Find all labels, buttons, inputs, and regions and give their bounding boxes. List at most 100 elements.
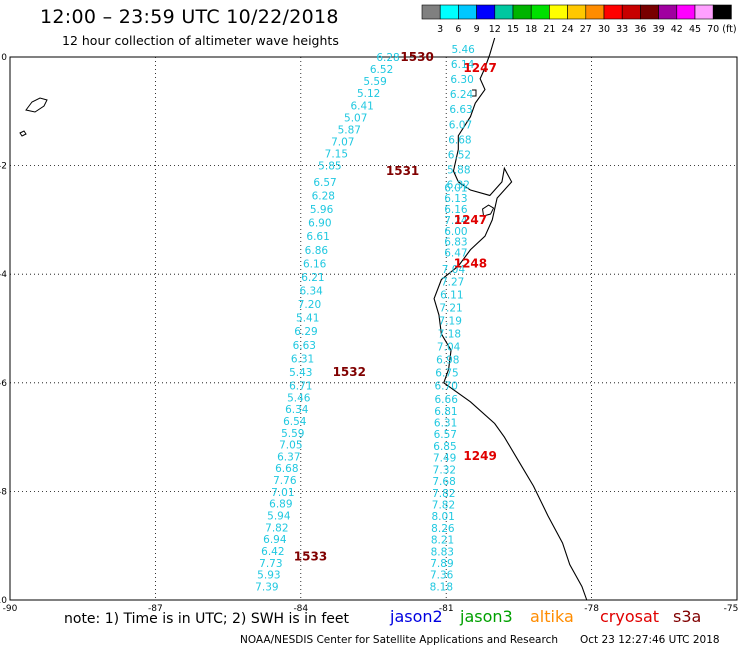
coastline	[433, 37, 588, 601]
swh-value: 7.15	[325, 149, 348, 161]
colorbar-label: 15	[507, 24, 519, 35]
swh-value: 5.59	[281, 428, 304, 440]
colorbar-label: 24	[562, 24, 574, 35]
swh-value: 6.13	[444, 193, 467, 205]
swh-value: 5.87	[338, 124, 361, 136]
colorbar-swatch	[494, 4, 514, 20]
swh-value: 7.18	[438, 329, 461, 341]
swh-value: 6.52	[370, 64, 393, 76]
swh-value: 6.81	[434, 406, 457, 418]
swh-value: 6.57	[313, 177, 336, 189]
swh-value: 7.82	[432, 488, 455, 500]
swh-value: 5.59	[363, 76, 386, 88]
swh-value: 5.94	[267, 511, 291, 523]
swh-value: 6.37	[277, 451, 300, 463]
colorbar-swatch	[439, 4, 459, 20]
colorbar-label: 70	[707, 24, 719, 35]
swh-value: 6.28	[312, 190, 335, 202]
colorbar-label: 33	[616, 24, 628, 35]
colorbar-label: 21	[543, 24, 555, 35]
swh-value: 5.46	[287, 392, 311, 404]
legend-jason2: jason2	[390, 607, 443, 626]
swh-value: 6.61	[306, 231, 329, 243]
colorbar-swatch	[567, 4, 587, 20]
colorbar-swatch	[476, 4, 496, 20]
colorbar-swatch	[458, 4, 477, 20]
swh-value: 8.26	[431, 523, 455, 535]
footer-note: note: 1) Time is in UTC; 2) SWH is in fe…	[64, 611, 350, 627]
legend-cryosat: cryosat	[600, 607, 660, 626]
x-tick-label: -87	[148, 604, 163, 614]
swh-value: 7.39	[255, 581, 278, 593]
island-puna	[482, 204, 495, 217]
pass-time-label: 1532	[333, 365, 366, 379]
x-tick-label: -84	[293, 604, 308, 614]
y-tick-label: 0	[1, 53, 7, 63]
coast-inlet	[472, 89, 477, 97]
swh-value: 7.05	[279, 440, 302, 452]
island-galapagos-small	[19, 130, 27, 137]
swh-value: 5.41	[296, 313, 319, 325]
swh-value: 6.89	[269, 499, 292, 511]
swh-value: 7.19	[439, 316, 462, 328]
swh-value: 6.16	[444, 204, 468, 216]
pass-time-label: 1249	[463, 449, 496, 463]
page-title: 12:00 – 23:59 UTC 10/22/2018	[40, 6, 339, 28]
swh-value: 6.94	[263, 534, 287, 546]
legend-s3a: s3a	[673, 607, 702, 626]
colorbar-swatch	[694, 4, 714, 20]
swh-value: 6.07	[449, 119, 472, 131]
swh-value: 7.36	[430, 570, 454, 582]
pass-time-label: 1533	[294, 550, 327, 564]
colorbar-label: 3	[437, 24, 443, 35]
swh-value: 6.21	[301, 272, 324, 284]
swh-value: 6.68	[275, 463, 298, 475]
swh-value: 6.54	[283, 416, 307, 428]
swh-value: 7.04	[437, 342, 461, 354]
pass-time-label: 1531	[386, 164, 419, 178]
swh-value: 5.46	[451, 44, 475, 56]
swh-value: 6.63	[449, 104, 472, 116]
swh-value: 6.29	[294, 326, 317, 338]
colorbar-label: 27	[580, 24, 592, 35]
swh-value: 6.85	[433, 441, 456, 453]
swh-value: 6.32	[447, 180, 470, 192]
swh-value: 8.01	[431, 511, 454, 523]
footer-timestamp: Oct 23 12:27:46 UTC 2018	[580, 634, 720, 646]
colorbar-swatch	[530, 4, 550, 20]
x-tick-label: -81	[439, 604, 454, 614]
swh-value: 7.32	[433, 464, 456, 476]
colorbar-label: 45	[689, 24, 701, 35]
swh-value: 5.07	[344, 112, 367, 124]
pass-time-label: 1247	[454, 213, 487, 227]
colorbar-label: 30	[598, 24, 610, 35]
swh-value: 5.96	[310, 204, 334, 216]
swh-value: 7.01	[271, 487, 294, 499]
swh-value: 5.12	[357, 88, 380, 100]
swh-value: 6.52	[448, 149, 471, 161]
colorbar-label: 36	[634, 24, 646, 35]
x-tick-label: -90	[3, 604, 18, 614]
colorbar-label: 39	[653, 24, 665, 35]
colorbar-label: 42	[671, 24, 683, 35]
swh-value: 6.70	[435, 381, 458, 393]
colorbar-swatch	[549, 4, 568, 20]
swh-value: 7.04	[442, 264, 466, 276]
x-tick-label: -78	[584, 604, 599, 614]
swh-value: 7.82	[265, 522, 288, 534]
footer-credit: NOAA/NESDIS Center for Satellite Applica…	[240, 634, 558, 646]
y-tick-label: -4	[0, 270, 7, 280]
colorbar-swatch	[585, 4, 605, 20]
swh-value: 6.30	[450, 74, 473, 86]
swh-value: 6.00	[444, 226, 467, 238]
swh-value: 7.89	[430, 558, 453, 570]
swh-value: 7.82	[432, 499, 455, 511]
colorbar-label: 6	[455, 24, 461, 35]
swh-value: 6.16	[303, 258, 327, 270]
x-tick-label: -75	[724, 604, 739, 614]
colorbar-swatch	[621, 4, 641, 20]
swh-value: 6.14	[451, 59, 475, 71]
colorbar-swatch	[676, 4, 696, 20]
swh-value: 6.34	[285, 404, 309, 416]
